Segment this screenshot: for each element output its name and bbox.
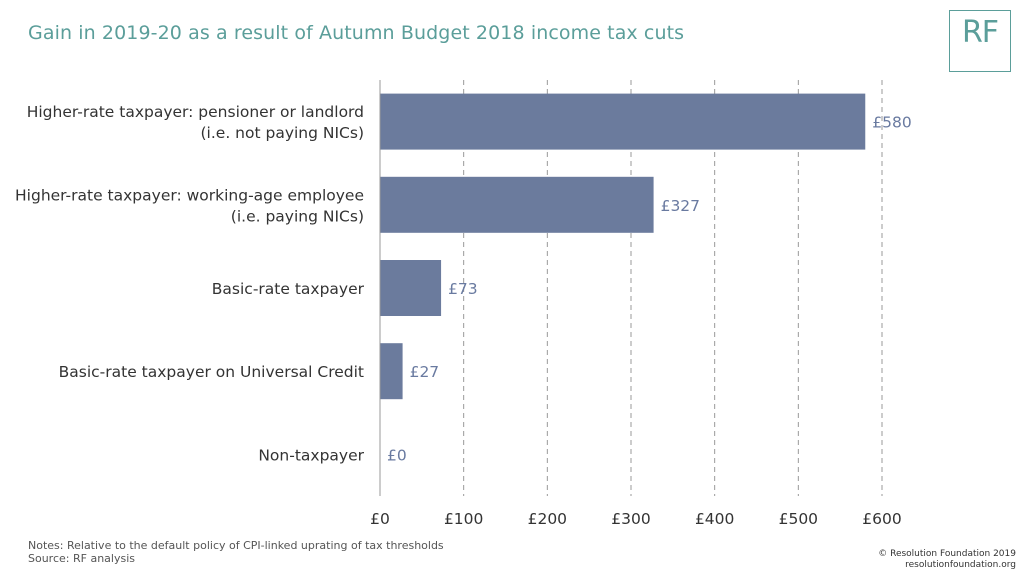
x-tick-label: £500 — [779, 510, 818, 528]
chart-title: Gain in 2019-20 as a result of Autumn Bu… — [28, 22, 685, 44]
website-text: resolutionfoundation.org — [905, 560, 1016, 570]
copyright-text: © Resolution Foundation 2019 — [878, 549, 1016, 559]
x-tick-label: £300 — [611, 510, 650, 528]
x-tick-label: £600 — [862, 510, 901, 528]
source-line: Source: RF analysis — [28, 552, 135, 565]
rf-logo: RF — [949, 10, 1011, 72]
x-tick-label: £400 — [695, 510, 734, 528]
category-label: (i.e. paying NICs) — [231, 207, 364, 225]
x-tick-label: £100 — [444, 510, 483, 528]
category-label: Higher-rate taxpayer: pensioner or landl… — [27, 103, 364, 121]
category-label: Higher-rate taxpayer: working-age employ… — [15, 186, 364, 204]
bar — [380, 260, 442, 316]
gridlines — [463, 80, 883, 496]
category-label: Non-taxpayer — [258, 446, 364, 464]
value-label: £327 — [661, 197, 700, 215]
category-label: Basic-rate taxpayer on Universal Credit — [59, 363, 364, 381]
value-label: £0 — [387, 446, 407, 464]
labels: £0 £100 £200 £300 £400 £500 £600 £580 Higher-rat… — [15, 103, 912, 528]
value-label: £27 — [410, 363, 440, 381]
x-tick-label: £0 — [370, 510, 390, 528]
x-tick-label: £200 — [528, 510, 567, 528]
credits: © Resolution Foundation 2019 resolutionf… — [878, 549, 1016, 571]
notes-line: Notes: Relative to the default policy of… — [28, 539, 444, 552]
bars — [380, 93, 866, 400]
bar — [380, 93, 866, 150]
category-label: (i.e. not paying NICs) — [201, 124, 365, 142]
value-label: £580 — [872, 114, 911, 132]
bar — [380, 176, 654, 233]
value-label: £73 — [448, 280, 478, 298]
bar — [380, 343, 403, 400]
bar-chart: £0 £100 £200 £300 £400 £500 £600 £580 Higher-rat… — [15, 80, 912, 528]
chart-notes: Notes: Relative to the default policy of… — [28, 539, 444, 565]
category-label: Basic-rate taxpayer — [212, 280, 365, 298]
